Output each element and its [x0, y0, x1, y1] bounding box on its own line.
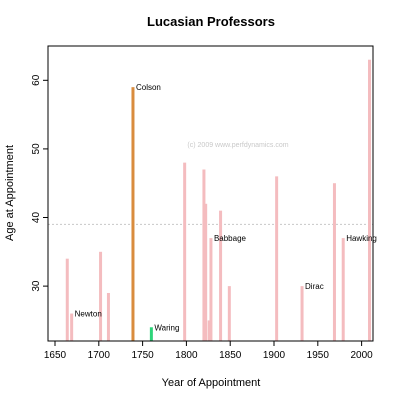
bar [332, 183, 336, 341]
y-axis-label: Age at Appointment [4, 145, 16, 241]
bar [367, 59, 371, 341]
annotation-label: Colson [136, 83, 161, 92]
annotation-label: Hawking [346, 234, 377, 243]
x-tick-label: 1950 [307, 350, 330, 361]
bar [106, 292, 110, 341]
bars-layer [65, 59, 371, 342]
bar [202, 169, 206, 341]
bar [219, 210, 223, 341]
bar [207, 320, 211, 341]
bar [227, 286, 231, 341]
annotation-label: Dirac [305, 282, 324, 291]
x-tick-label: 1700 [88, 350, 111, 361]
x-tick-label: 1800 [175, 350, 198, 361]
bar [183, 162, 187, 341]
annotation-label: Waring [154, 323, 179, 332]
y-tick-label: 30 [31, 280, 42, 292]
annotation-label: Newton [75, 310, 102, 319]
x-tick-label: 2000 [350, 350, 373, 361]
x-axis: 1650 1700 1750 1800 1850 1900 1950 2000 [44, 341, 373, 361]
watermark: (c) 2009 www.perfdynamics.com [187, 142, 288, 149]
y-tick-label: 60 [31, 74, 42, 86]
x-axis-label: Year of Appointment [162, 377, 261, 389]
y-axis: 30 40 50 60 [31, 74, 48, 292]
annotations-layer: Newton Colson Waring Babbage Dirac Hawking [75, 83, 377, 332]
annotation-label: Babbage [214, 234, 247, 243]
bar [99, 251, 103, 341]
x-tick-label: 1900 [263, 350, 286, 361]
chart-title: Lucasian Professors [147, 14, 275, 29]
bar [209, 238, 213, 341]
plot-frame [47, 45, 374, 342]
bar [65, 258, 69, 341]
bar [70, 313, 74, 341]
bar [149, 327, 153, 341]
bar [131, 87, 135, 342]
bar [341, 238, 345, 341]
y-tick-label: 50 [31, 143, 42, 155]
x-tick-label: 1850 [219, 350, 242, 361]
bar [204, 203, 208, 341]
x-tick-label: 1750 [131, 350, 154, 361]
bar [300, 286, 304, 341]
bar [275, 176, 279, 341]
x-tick-label: 1650 [44, 350, 67, 361]
y-tick-label: 40 [31, 212, 42, 224]
